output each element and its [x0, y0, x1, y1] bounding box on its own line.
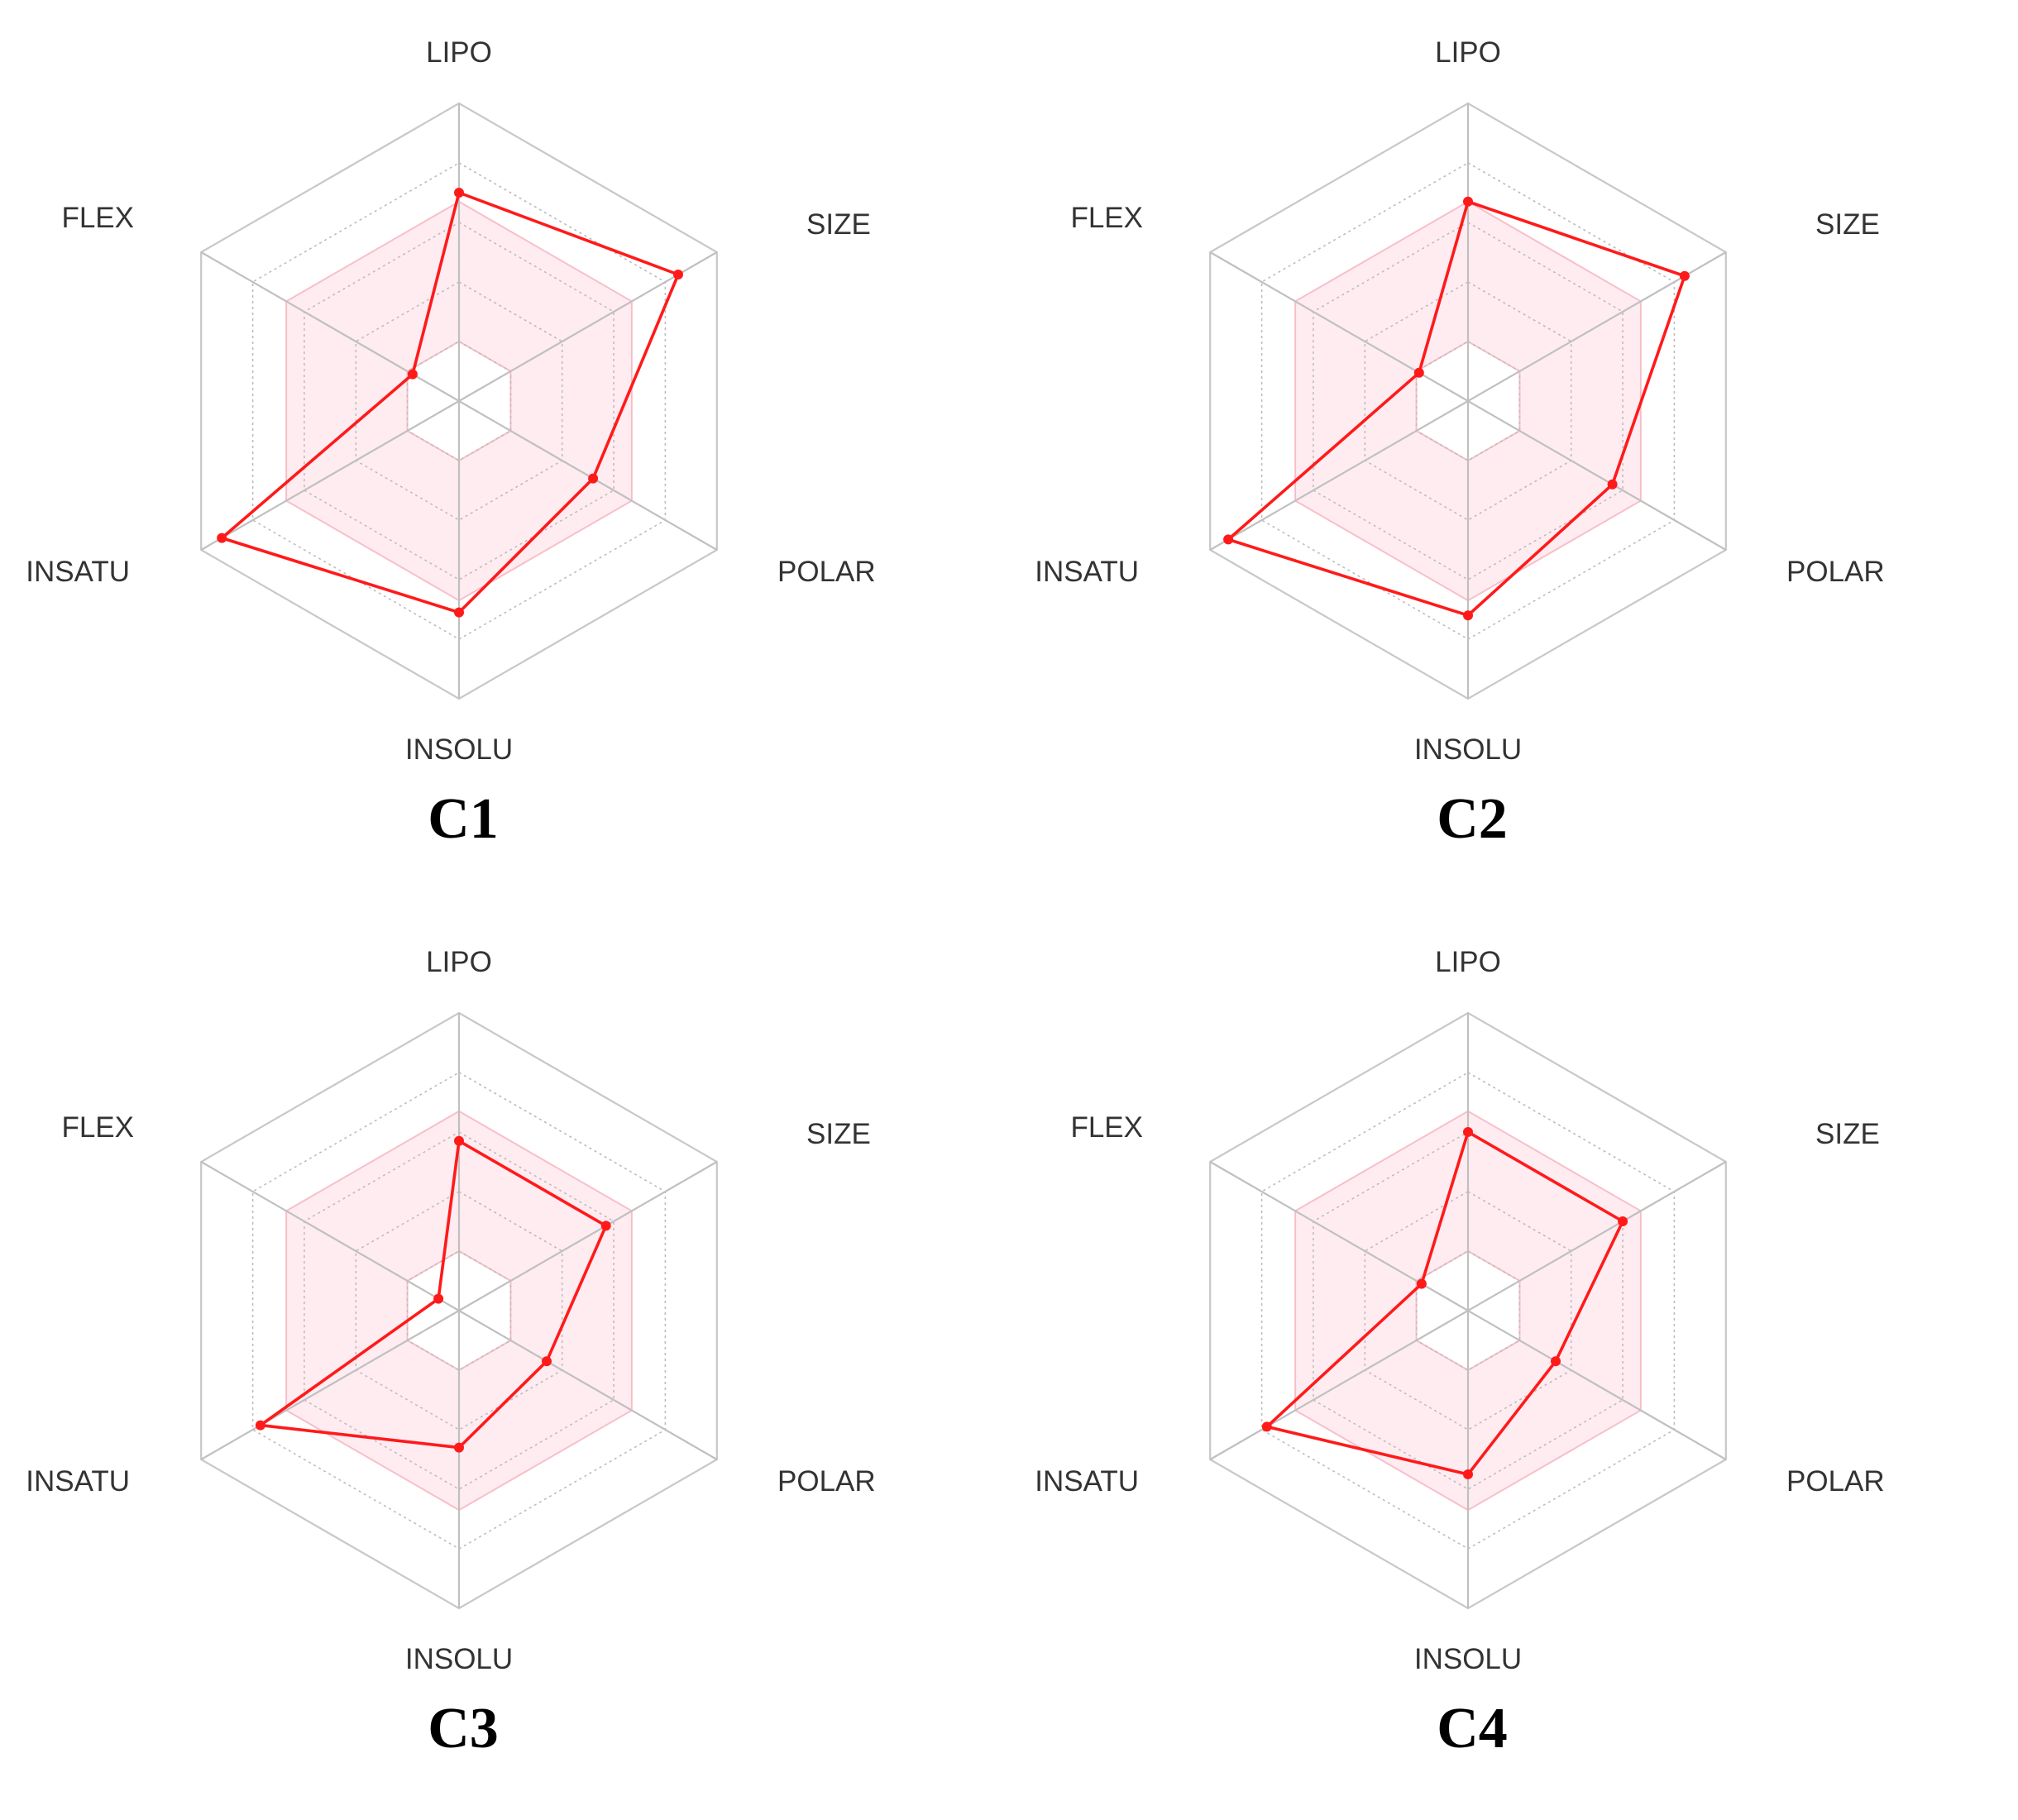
axis-label-flex: FLEX	[1070, 202, 1143, 234]
spoke-polar	[458, 400, 718, 551]
axis-label-insolu: INSOLU	[405, 1643, 513, 1675]
axis-label-insolu: INSOLU	[1414, 1643, 1522, 1675]
panel-title: C3	[428, 1697, 499, 1760]
panel-title: C4	[1437, 1697, 1508, 1760]
data-point-size	[673, 270, 683, 279]
axis-label-size: SIZE	[1815, 208, 1880, 241]
radar-chart-c2: LIPO SIZE POLAR INSOLU INSATU FLEX C2	[1035, 36, 1885, 851]
radar-chart-c4: LIPO SIZE POLAR INSOLU INSATU FLEX C4	[1035, 946, 1885, 1760]
spoke-insatu	[1209, 1310, 1469, 1460]
data-point-size	[600, 1220, 611, 1231]
radar-chart-c1: LIPO SIZE POLAR INSOLU INSATU FLEX C1	[26, 36, 876, 851]
axis-label-size: SIZE	[1815, 1118, 1880, 1150]
axis-label-size: SIZE	[806, 1118, 871, 1150]
data-point-polar	[1607, 479, 1618, 490]
axis-label-insatu: INSATU	[1035, 1465, 1139, 1498]
panel-title: C2	[1437, 787, 1508, 851]
axis-label-insatu: INSATU	[26, 1465, 130, 1498]
data-point-lipo	[454, 188, 464, 198]
radar-panel-c1: LIPO SIZE POLAR INSOLU INSATU FLEX C1	[0, 0, 1009, 910]
data-point-lipo	[1463, 196, 1473, 207]
data-point-flex	[433, 1293, 444, 1304]
data-point-polar	[588, 473, 599, 484]
spoke-insatu	[1209, 400, 1469, 551]
axis-label-polar: POLAR	[1786, 1465, 1885, 1498]
spoke-insatu	[200, 400, 460, 551]
axis-label-polar: POLAR	[777, 1465, 876, 1498]
data-point-insatu	[217, 533, 227, 543]
data-point-insolu	[454, 607, 464, 618]
data-point-insolu	[1463, 1469, 1473, 1479]
radar-panel-c3: LIPO SIZE POLAR INSOLU INSATU FLEX C3	[0, 910, 1009, 1819]
spoke-flex	[200, 1161, 460, 1311]
radar-panel-c4: LIPO SIZE POLAR INSOLU INSATU FLEX C4	[1009, 910, 2018, 1819]
data-point-insolu	[1463, 610, 1473, 621]
panel-title: C1	[428, 787, 499, 851]
axis-label-insatu: INSATU	[1035, 556, 1139, 588]
data-point-lipo	[454, 1135, 464, 1146]
radar-panel-c2: LIPO SIZE POLAR INSOLU INSATU FLEX C2	[1009, 0, 2018, 910]
axis-label-lipo: LIPO	[426, 946, 492, 978]
data-point-insatu	[1223, 534, 1234, 545]
data-point-flex	[1416, 1278, 1427, 1289]
axis-label-size: SIZE	[806, 208, 871, 241]
axis-label-flex: FLEX	[61, 1111, 134, 1144]
axis-label-lipo: LIPO	[1435, 946, 1501, 978]
data-point-insatu	[1261, 1421, 1272, 1432]
axis-label-lipo: LIPO	[426, 36, 492, 69]
spoke-insatu	[200, 1310, 460, 1460]
spoke-flex	[1209, 251, 1469, 402]
spoke-polar	[1467, 1310, 1727, 1460]
axis-label-lipo: LIPO	[1435, 36, 1501, 69]
data-point-insatu	[255, 1420, 265, 1431]
spoke-size	[458, 1161, 718, 1311]
data-point-size	[1679, 270, 1690, 281]
data-point-flex	[1413, 367, 1424, 378]
radar-chart-c3: LIPO SIZE POLAR INSOLU INSATU FLEX C3	[26, 946, 876, 1760]
data-point-polar	[1551, 1356, 1561, 1367]
axis-label-flex: FLEX	[1070, 1111, 1143, 1144]
data-point-flex	[407, 369, 418, 380]
axis-label-insolu: INSOLU	[405, 733, 513, 766]
axis-label-flex: FLEX	[61, 202, 134, 234]
axis-label-insolu: INSOLU	[1414, 733, 1522, 766]
axis-label-polar: POLAR	[777, 556, 876, 588]
data-point-polar	[542, 1356, 552, 1367]
data-point-size	[1618, 1216, 1628, 1226]
spoke-size	[1467, 1161, 1727, 1311]
axis-label-insatu: INSATU	[26, 556, 130, 588]
spoke-polar	[1467, 400, 1727, 551]
axis-label-polar: POLAR	[1786, 556, 1885, 588]
data-point-lipo	[1463, 1127, 1473, 1137]
spoke-polar	[458, 1310, 718, 1460]
data-point-insolu	[454, 1442, 464, 1453]
